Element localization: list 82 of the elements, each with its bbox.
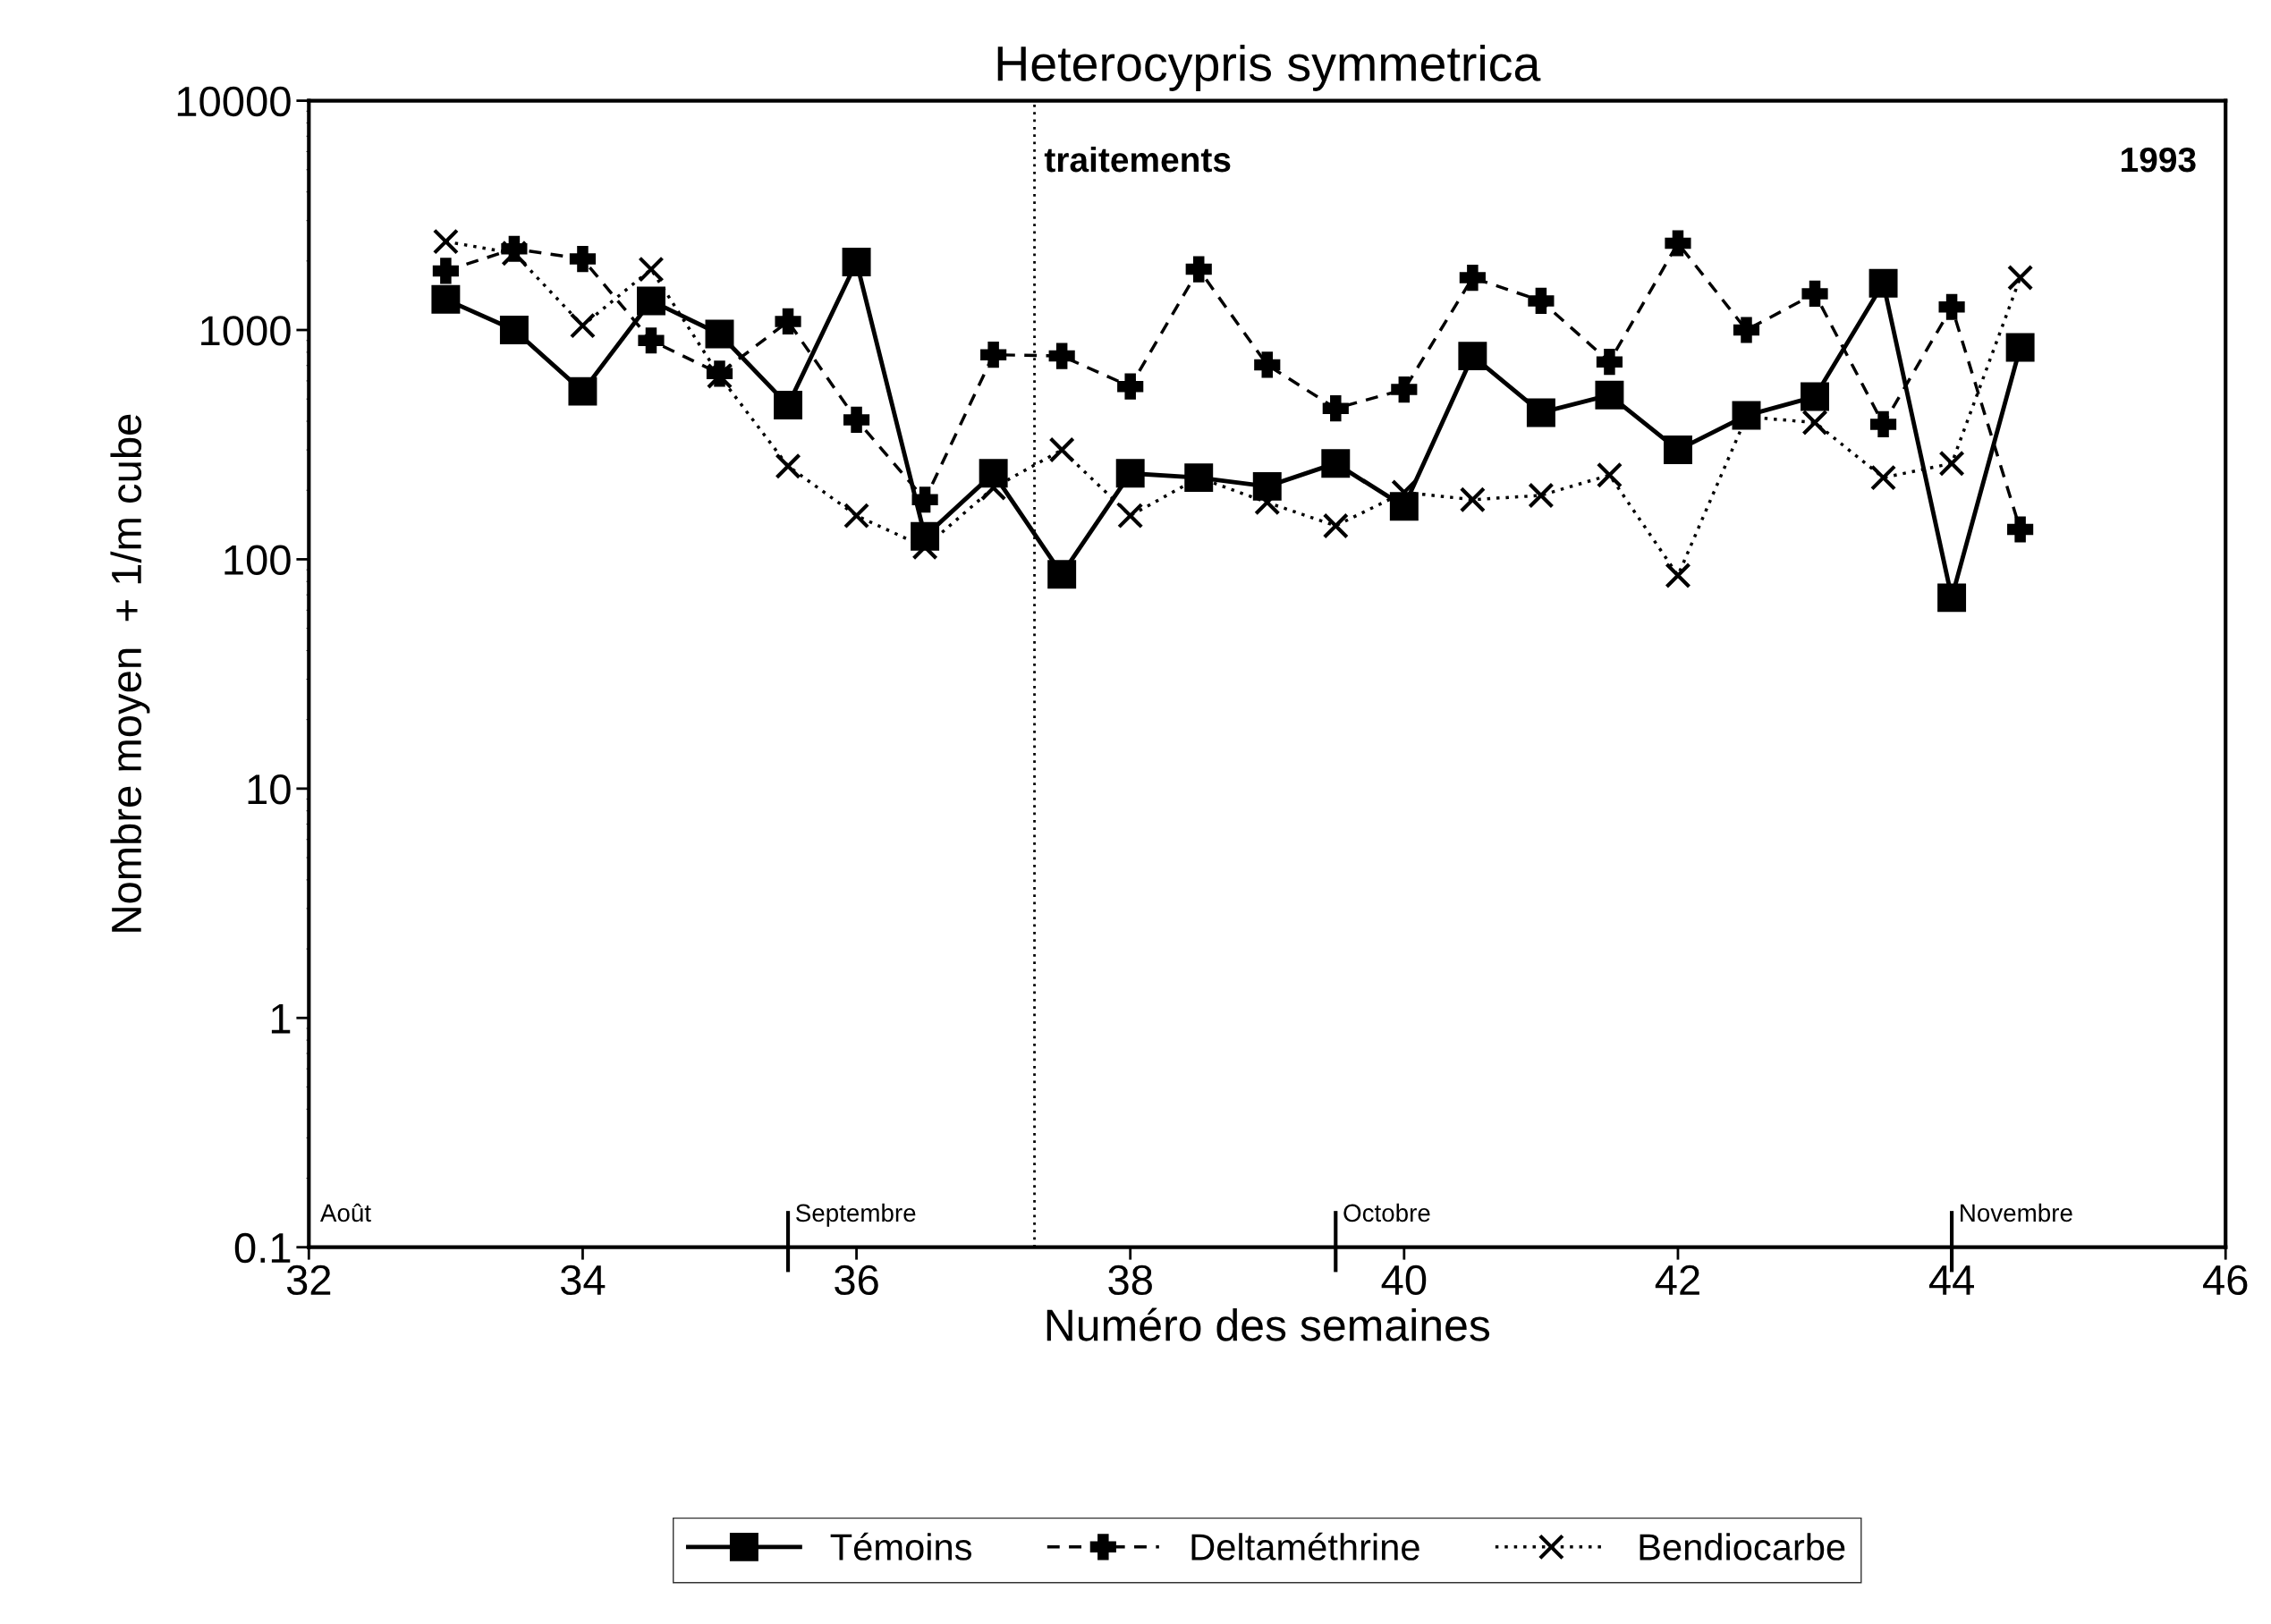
point [1733, 317, 1760, 343]
point [1048, 436, 1075, 463]
point [1117, 503, 1144, 529]
point [432, 228, 459, 255]
point [1115, 459, 1145, 488]
x-axis-title: Numéro des semaines [1047, 1307, 1490, 1341]
point [1937, 583, 1967, 613]
point [1528, 482, 1555, 509]
point [774, 391, 803, 420]
point [1254, 351, 1281, 378]
point [1047, 560, 1077, 589]
point [569, 312, 597, 339]
point [1665, 562, 1691, 589]
x-tick-label: 42 [1655, 1265, 1699, 1295]
point [1459, 264, 1486, 292]
x-tick-label: 46 [2203, 1265, 2248, 1296]
point [1868, 268, 1898, 298]
ref-line-label: Septembre [796, 1203, 916, 1227]
point [1048, 343, 1075, 369]
y-tick-label: 1 [271, 1003, 291, 1034]
point [843, 406, 870, 433]
point [499, 316, 529, 344]
point [1528, 287, 1555, 315]
point [568, 376, 597, 406]
point [911, 486, 938, 513]
point [1322, 395, 1349, 422]
point [2007, 516, 2034, 543]
point [569, 246, 597, 273]
point [2005, 333, 2035, 362]
y-tick-label: 10000 [177, 86, 291, 117]
point [1595, 380, 1624, 410]
legend-label: Bendiocarbe [1640, 1533, 1845, 1561]
point [1117, 373, 1144, 400]
point [1321, 449, 1351, 478]
point [432, 258, 459, 284]
point [1665, 230, 1691, 257]
point [1938, 293, 1965, 320]
point [1596, 349, 1623, 376]
y-tick-label: 1000 [201, 316, 291, 346]
point [1869, 464, 1897, 491]
point [1596, 461, 1623, 488]
y-tick-label: 10 [248, 774, 291, 805]
x-tick-label: 40 [1381, 1265, 1427, 1296]
x-tick-label: 44 [1928, 1265, 1974, 1295]
x-tick-label: 36 [835, 1265, 878, 1296]
point [705, 319, 734, 349]
point [1938, 450, 1965, 477]
x-tick-label: 32 [286, 1265, 331, 1296]
x-tick-label: 38 [1108, 1265, 1152, 1296]
point [775, 308, 801, 334]
point [1869, 410, 1897, 438]
point [1663, 436, 1692, 465]
point [1801, 409, 1828, 436]
point [1459, 486, 1486, 513]
point [1458, 342, 1487, 371]
chart-title: Heterocypris symmetrica [997, 45, 1541, 91]
point [1391, 376, 1418, 403]
point [1322, 512, 1349, 539]
y-tick-label: 100 [225, 545, 291, 576]
point [842, 247, 871, 276]
point [431, 284, 461, 314]
point [1801, 382, 1830, 411]
x-tick-label: 34 [560, 1265, 606, 1296]
point [1185, 256, 1212, 283]
point [638, 327, 665, 354]
point [1526, 398, 1555, 427]
point [2007, 264, 2034, 292]
point [775, 453, 801, 479]
ref-line-label: Novembre [1961, 1203, 2072, 1222]
point [638, 256, 665, 283]
legend-label: Témoins [830, 1532, 971, 1561]
point [980, 342, 1007, 368]
annotation: Août [319, 1203, 371, 1222]
ref-line-label: Octobre [1343, 1203, 1430, 1222]
point [1801, 280, 1828, 307]
y-tick-label: 0.1 [234, 1232, 291, 1264]
ref-line-label: traitements [1044, 146, 1231, 173]
point [843, 503, 870, 529]
point [636, 286, 665, 316]
annotation: 1993 [2122, 147, 2196, 173]
y-axis-title: Nombre moyen + 1/m cube [110, 414, 150, 932]
legend-label: Deltaméthrine [1191, 1532, 1419, 1561]
